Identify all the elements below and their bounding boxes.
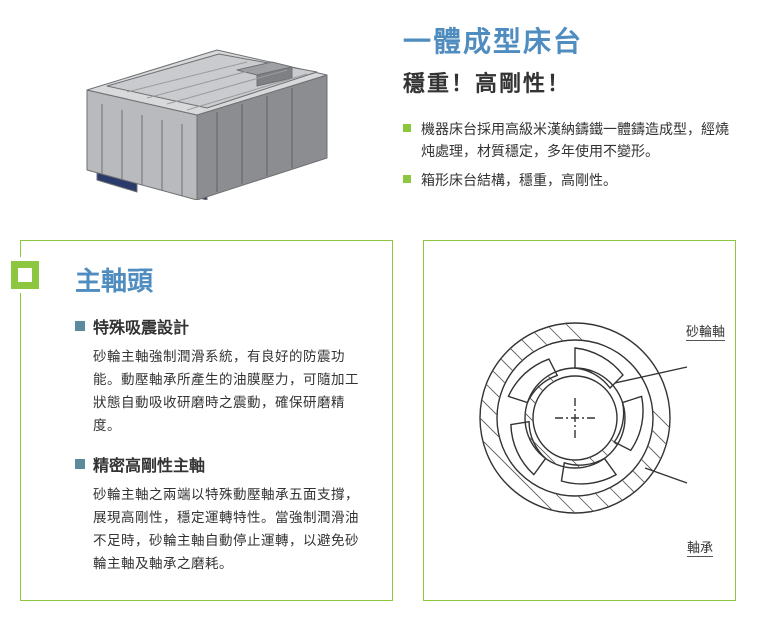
bullet-text: 機器床台採用高級米漢納鑄鐵一體鑄造成型，經燒炖處理，材質穩定，多年使用不變形。 [421, 118, 736, 163]
bullet-text: 箱形床台結構，穩重，高剛性。 [421, 169, 617, 191]
hollow-square-icon [11, 261, 39, 289]
machine-illustration [30, 20, 363, 200]
square-bullet-icon [75, 459, 85, 469]
subsection-precision-spindle: 精密高剛性主軸 砂輪主軸之兩端以特殊動壓軸承五面支撐，展現高剛性，穩定運轉特性。… [75, 452, 372, 576]
subsection-heading-text: 精密高剛性主軸 [93, 452, 205, 476]
heading-integrated-bed: 一體成型床台 [403, 20, 736, 60]
square-bullet-icon [403, 124, 411, 132]
subsection-body: 砂輪主軸強制潤滑系統，有良好的防震功能。動壓軸承所產生的油膜壓力，可隨加工狀態自… [93, 346, 372, 438]
feature-bullet-item: 箱形床台結構，穩重，高剛性。 [403, 169, 736, 191]
bearing-diagram-card: 砂輪軸 軸承 [423, 240, 736, 601]
section-title-spindle-head: 主軸頭 [75, 261, 372, 298]
square-bullet-icon [403, 175, 411, 183]
feature-bullet-item: 機器床台採用高級米漢納鑄鐵一體鑄造成型，經燒炖處理，材質穩定，多年使用不變形。 [403, 118, 736, 163]
subsection-body: 砂輪主軸之兩端以特殊動壓軸承五面支撐，展現高剛性，穩定運轉特性。當強制潤滑油不足… [93, 484, 372, 576]
spindle-head-card: 主軸頭 特殊吸震設計 砂輪主軸強制潤滑系統，有良好的防震功能。動壓軸承所產生的油… [20, 240, 393, 601]
top-row: 一體成型床台 穩重！高剛性！ 機器床台採用高級米漢納鑄鐵一體鑄造成型，經燒炖處理… [0, 0, 766, 200]
subsection-vibration: 特殊吸震設計 砂輪主軸強制潤滑系統，有良好的防震功能。動壓軸承所產生的油膜壓力，… [75, 314, 372, 438]
square-bullet-icon [75, 321, 85, 331]
feature-bullet-list: 機器床台採用高級米漢納鑄鐵一體鑄造成型，經燒炖處理，材質穩定，多年使用不變形。 … [403, 118, 736, 191]
bearing-cross-section-svg [455, 293, 705, 543]
bottom-row: 主軸頭 特殊吸震設計 砂輪主軸強制潤滑系統，有良好的防震功能。動壓軸承所產生的油… [0, 220, 766, 601]
subsection-heading: 精密高剛性主軸 [75, 452, 372, 476]
subtitle-stable-rigid: 穩重！高剛性！ [403, 66, 736, 98]
diagram-label-bearing: 軸承 [687, 537, 713, 556]
subsection-heading-text: 特殊吸震設計 [93, 314, 189, 338]
diagram-label-shaft: 砂輪軸 [686, 321, 725, 340]
subsection-heading: 特殊吸震設計 [75, 314, 372, 338]
machine-bed-svg [47, 20, 347, 200]
top-text-block: 一體成型床台 穩重！高剛性！ 機器床台採用高級米漢納鑄鐵一體鑄造成型，經燒炖處理… [403, 20, 736, 200]
section-marker-icon [7, 257, 43, 293]
